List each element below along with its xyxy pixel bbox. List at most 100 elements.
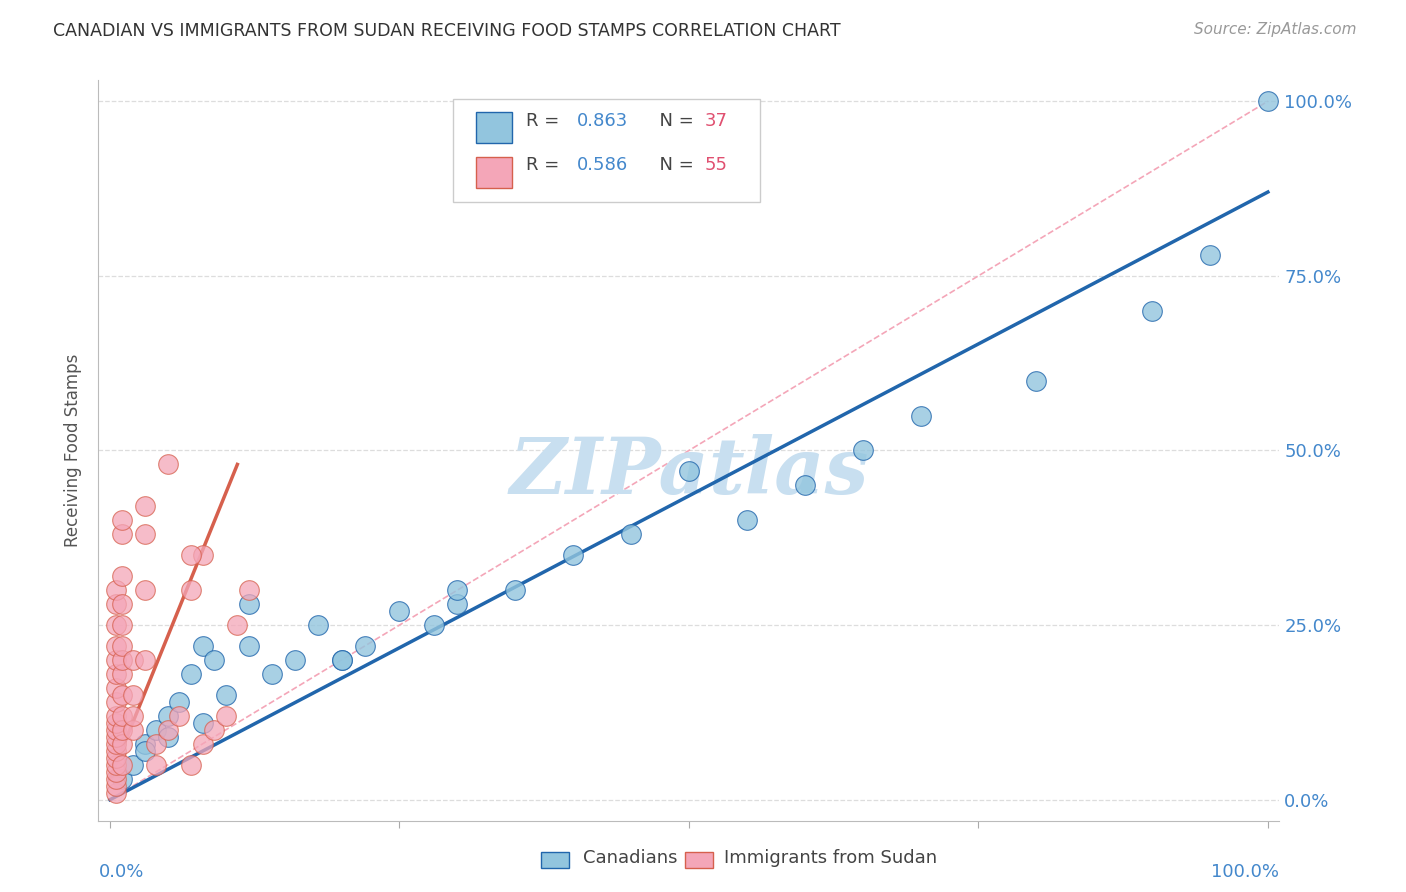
Point [145, 737, 167, 751]
Text: Source: ZipAtlas.com: Source: ZipAtlas.com [1194, 22, 1357, 37]
Point [191, 737, 214, 751]
Point [104, 779, 127, 793]
Point [110, 597, 132, 611]
Point [104, 667, 127, 681]
Point [202, 723, 225, 737]
Point [910, 409, 932, 423]
Point [134, 527, 156, 541]
Point [215, 709, 238, 723]
Text: Immigrants from Sudan: Immigrants from Sudan [724, 849, 938, 867]
Point [191, 639, 214, 653]
Point [353, 639, 375, 653]
Point [104, 744, 127, 758]
Text: N =: N = [648, 156, 699, 175]
Point [104, 653, 127, 667]
Point [852, 443, 875, 458]
Point [307, 618, 329, 632]
Text: CANADIAN VS IMMIGRANTS FROM SUDAN RECEIVING FOOD STAMPS CORRELATION CHART: CANADIAN VS IMMIGRANTS FROM SUDAN RECEIV… [53, 22, 841, 40]
Point [110, 757, 132, 772]
FancyBboxPatch shape [477, 112, 512, 144]
Point [110, 709, 132, 723]
Text: 37: 37 [704, 112, 727, 130]
Point [110, 569, 132, 583]
Point [562, 548, 585, 562]
Text: ZIPatlas: ZIPatlas [509, 434, 869, 511]
Point [145, 757, 167, 772]
Point [156, 458, 179, 472]
Point [191, 548, 214, 562]
Point [226, 618, 249, 632]
Point [1140, 303, 1163, 318]
Point [238, 583, 260, 598]
Text: N =: N = [648, 112, 699, 130]
Point [110, 513, 132, 527]
Point [284, 653, 307, 667]
Point [110, 723, 132, 737]
Text: R =: R = [526, 112, 565, 130]
Point [122, 653, 145, 667]
Point [134, 737, 156, 751]
Point [169, 695, 191, 709]
Point [134, 744, 156, 758]
Point [104, 639, 127, 653]
Point [122, 709, 145, 723]
Text: 100.0%: 100.0% [1212, 863, 1279, 880]
Point [238, 597, 260, 611]
Point [1257, 94, 1279, 108]
Point [388, 604, 411, 618]
Text: 0.586: 0.586 [576, 156, 628, 175]
Point [180, 667, 202, 681]
Point [503, 583, 526, 598]
Point [104, 597, 127, 611]
Text: R =: R = [526, 156, 565, 175]
Point [110, 639, 132, 653]
Point [678, 464, 700, 478]
Point [735, 513, 758, 527]
Point [110, 667, 132, 681]
Point [134, 500, 156, 514]
Point [110, 688, 132, 702]
Point [104, 681, 127, 695]
FancyBboxPatch shape [453, 99, 759, 202]
Point [104, 751, 127, 765]
Point [110, 737, 132, 751]
Point [620, 527, 643, 541]
Point [134, 653, 156, 667]
Point [145, 723, 167, 737]
Point [169, 709, 191, 723]
Point [330, 653, 353, 667]
Point [446, 583, 468, 598]
Point [156, 730, 179, 744]
Point [180, 583, 202, 598]
Point [104, 723, 127, 737]
Point [104, 618, 127, 632]
Point [104, 709, 127, 723]
Point [793, 478, 815, 492]
Text: 0.863: 0.863 [576, 112, 628, 130]
Point [110, 653, 132, 667]
Point [446, 597, 468, 611]
Point [104, 730, 127, 744]
Point [110, 527, 132, 541]
Y-axis label: Receiving Food Stamps: Receiving Food Stamps [65, 354, 83, 547]
Point [180, 757, 202, 772]
Point [110, 618, 132, 632]
Point [156, 723, 179, 737]
Point [104, 764, 127, 779]
Point [104, 695, 127, 709]
Point [1199, 248, 1222, 262]
Text: Canadians: Canadians [583, 849, 678, 867]
Point [122, 688, 145, 702]
Text: 55: 55 [704, 156, 727, 175]
Point [104, 757, 127, 772]
Point [134, 583, 156, 598]
Point [330, 653, 353, 667]
Point [191, 715, 214, 730]
Text: 0.0%: 0.0% [98, 863, 143, 880]
Point [262, 667, 284, 681]
Point [180, 548, 202, 562]
Point [215, 688, 238, 702]
Point [122, 723, 145, 737]
Point [104, 583, 127, 598]
FancyBboxPatch shape [477, 156, 512, 187]
